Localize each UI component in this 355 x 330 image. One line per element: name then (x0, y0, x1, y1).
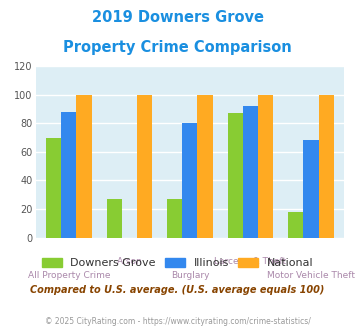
Legend: Downers Grove, Illinois, National: Downers Grove, Illinois, National (37, 253, 318, 273)
Text: Compared to U.S. average. (U.S. average equals 100): Compared to U.S. average. (U.S. average … (30, 285, 325, 295)
Text: 2019 Downers Grove: 2019 Downers Grove (92, 10, 263, 25)
Bar (304, 140, 319, 238)
Bar (167, 199, 182, 238)
Bar (319, 95, 334, 238)
Text: Larceny & Theft: Larceny & Theft (214, 257, 286, 266)
Bar (228, 113, 243, 238)
Text: Arson: Arson (116, 257, 142, 266)
Text: Property Crime Comparison: Property Crime Comparison (63, 40, 292, 54)
Text: All Property Crime: All Property Crime (28, 271, 110, 280)
Bar (46, 138, 61, 238)
Bar (243, 106, 258, 238)
Bar (288, 212, 304, 238)
Bar (197, 95, 213, 238)
Bar (182, 123, 197, 238)
Bar (137, 95, 152, 238)
Bar (76, 95, 92, 238)
Text: Motor Vehicle Theft: Motor Vehicle Theft (267, 271, 355, 280)
Bar (106, 199, 122, 238)
Text: Burglary: Burglary (171, 271, 209, 280)
Bar (61, 112, 76, 238)
Bar (258, 95, 273, 238)
Text: © 2025 CityRating.com - https://www.cityrating.com/crime-statistics/: © 2025 CityRating.com - https://www.city… (45, 317, 310, 326)
